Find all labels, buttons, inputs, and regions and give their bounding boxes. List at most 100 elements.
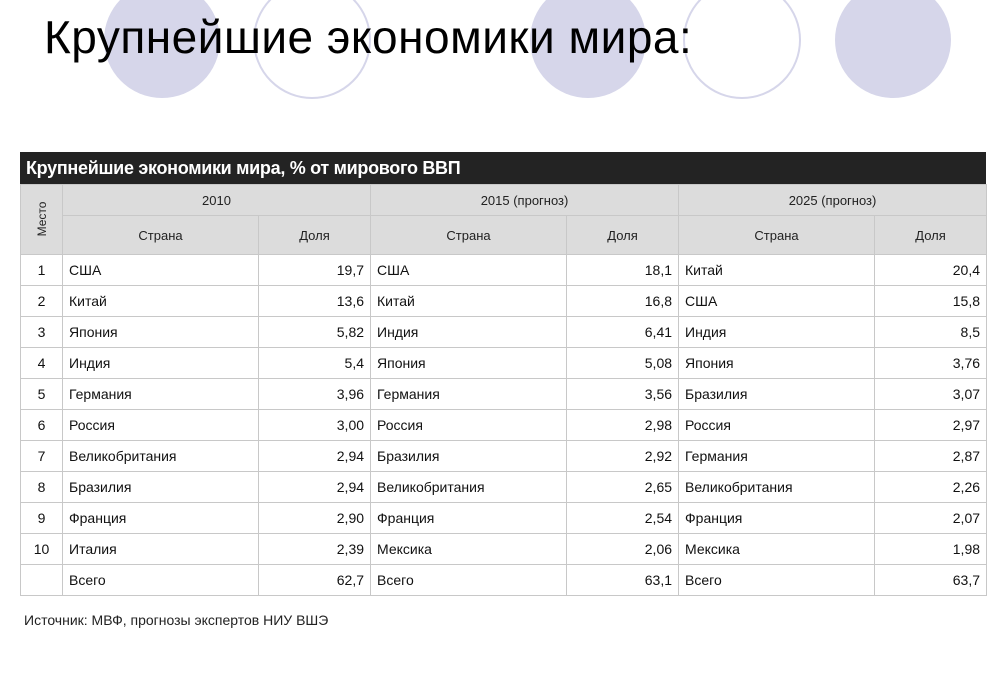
share-cell: 2,90	[257, 502, 372, 534]
country-cell: Бразилия	[62, 471, 259, 503]
table-title: Крупнейшие экономики мира, % от мирового…	[20, 152, 986, 184]
country-cell: Россия	[370, 409, 568, 441]
table-body: 1 США 19,7 США 18,1 Китай 20,4 2 Китай 1…	[20, 254, 988, 596]
place-cell: 5	[20, 378, 63, 410]
table-row: 8 Бразилия 2,94 Великобритания 2,65 Вели…	[20, 471, 988, 503]
place-cell: 4	[20, 347, 63, 379]
total-share-2025: 63,7	[874, 564, 988, 596]
share-cell: 8,5	[874, 316, 988, 348]
place-cell: 10	[20, 533, 63, 565]
country-cell: Франция	[678, 502, 876, 534]
period-header-2015: 2015 (прогноз)	[370, 184, 680, 216]
country-cell: Мексика	[678, 533, 876, 565]
share-cell: 2,26	[874, 471, 988, 503]
total-label: Всего	[678, 564, 876, 596]
table-row: 4 Индия 5,4 Япония 5,08 Япония 3,76	[20, 347, 988, 379]
share-cell: 19,7	[257, 254, 372, 286]
total-row: Всего 62,7 Всего 63,1 Всего 63,7	[20, 564, 988, 596]
country-cell: Мексика	[370, 533, 568, 565]
period-header-2025: 2025 (прогноз)	[678, 184, 988, 216]
share-header: Доля	[257, 215, 372, 255]
share-header: Доля	[874, 215, 988, 255]
table-row: 7 Великобритания 2,94 Бразилия 2,92 Герм…	[20, 440, 988, 472]
country-cell: Франция	[62, 502, 259, 534]
table-row: 9 Франция 2,90 Франция 2,54 Франция 2,07	[20, 502, 988, 534]
share-cell: 3,00	[257, 409, 372, 441]
share-cell: 2,94	[257, 440, 372, 472]
share-cell: 5,82	[257, 316, 372, 348]
table-row: 2 Китай 13,6 Китай 16,8 США 15,8	[20, 285, 988, 317]
country-header: Страна	[370, 215, 568, 255]
country-cell: Япония	[370, 347, 568, 379]
share-cell: 2,94	[257, 471, 372, 503]
share-cell: 13,6	[257, 285, 372, 317]
table-row: 1 США 19,7 США 18,1 Китай 20,4	[20, 254, 988, 286]
share-cell: 2,98	[566, 409, 680, 441]
share-cell: 3,07	[874, 378, 988, 410]
table-row: 5 Германия 3,96 Германия 3,56 Бразилия 3…	[20, 378, 988, 410]
deco-circle-outline	[683, 0, 801, 99]
country-cell: Россия	[62, 409, 259, 441]
total-share-2015: 63,1	[566, 564, 680, 596]
country-cell: Великобритания	[62, 440, 259, 472]
share-cell: 2,97	[874, 409, 988, 441]
share-cell: 3,96	[257, 378, 372, 410]
place-cell: 7	[20, 440, 63, 472]
source-note: Источник: МВФ, прогнозы экспертов НИУ ВШ…	[24, 612, 329, 628]
country-cell: Индия	[678, 316, 876, 348]
country-cell: Великобритания	[678, 471, 876, 503]
country-cell: США	[62, 254, 259, 286]
share-cell: 6,41	[566, 316, 680, 348]
country-cell: США	[678, 285, 876, 317]
country-header: Страна	[62, 215, 259, 255]
table-row: 10 Италия 2,39 Мексика 2,06 Мексика 1,98	[20, 533, 988, 565]
deco-circle-filled	[835, 0, 951, 98]
total-label: Всего	[370, 564, 568, 596]
place-cell: 1	[20, 254, 63, 286]
country-cell: Индия	[62, 347, 259, 379]
share-cell: 3,76	[874, 347, 988, 379]
country-cell: Франция	[370, 502, 568, 534]
place-cell: 9	[20, 502, 63, 534]
table-row: 3 Япония 5,82 Индия 6,41 Индия 8,5	[20, 316, 988, 348]
place-cell: 6	[20, 409, 63, 441]
slide-title: Крупнейшие экономики мира:	[44, 11, 693, 63]
gdp-table: Место 2010 2015 (прогноз) 2025 (прогноз)…	[20, 184, 988, 596]
gdp-table-panel: Крупнейшие экономики мира, % от мирового…	[20, 152, 988, 596]
share-cell: 2,07	[874, 502, 988, 534]
country-cell: Индия	[370, 316, 568, 348]
country-cell: Германия	[370, 378, 568, 410]
country-cell: Китай	[62, 285, 259, 317]
period-header-2010: 2010	[61, 184, 372, 216]
country-header: Страна	[678, 215, 876, 255]
share-cell: 2,87	[874, 440, 988, 472]
column-header-row: Страна Доля Страна Доля Страна Доля	[21, 215, 988, 255]
period-header-row: Место 2010 2015 (прогноз) 2025 (прогноз)	[20, 184, 988, 255]
country-cell: Германия	[678, 440, 876, 472]
table-row: 6 Россия 3,00 Россия 2,98 Россия 2,97	[20, 409, 988, 441]
place-header-label: Место	[34, 201, 49, 236]
country-cell: Россия	[678, 409, 876, 441]
share-cell: 2,39	[257, 533, 372, 565]
total-label: Всего	[62, 564, 259, 596]
country-cell: Германия	[62, 378, 259, 410]
share-header: Доля	[566, 215, 680, 255]
share-cell: 2,54	[566, 502, 680, 534]
place-cell: 3	[20, 316, 63, 348]
share-cell: 20,4	[874, 254, 988, 286]
share-cell: 5,08	[566, 347, 680, 379]
share-cell: 2,92	[566, 440, 680, 472]
share-cell: 16,8	[566, 285, 680, 317]
country-cell: США	[370, 254, 568, 286]
country-cell: Япония	[678, 347, 876, 379]
country-cell: Китай	[678, 254, 876, 286]
place-cell: 2	[20, 285, 63, 317]
country-cell: Бразилия	[678, 378, 876, 410]
place-cell-empty	[20, 564, 63, 596]
share-cell: 18,1	[566, 254, 680, 286]
country-cell: Великобритания	[370, 471, 568, 503]
total-share-2010: 62,7	[257, 564, 372, 596]
share-cell: 2,06	[566, 533, 680, 565]
place-cell: 8	[20, 471, 63, 503]
place-header: Место	[20, 184, 63, 255]
